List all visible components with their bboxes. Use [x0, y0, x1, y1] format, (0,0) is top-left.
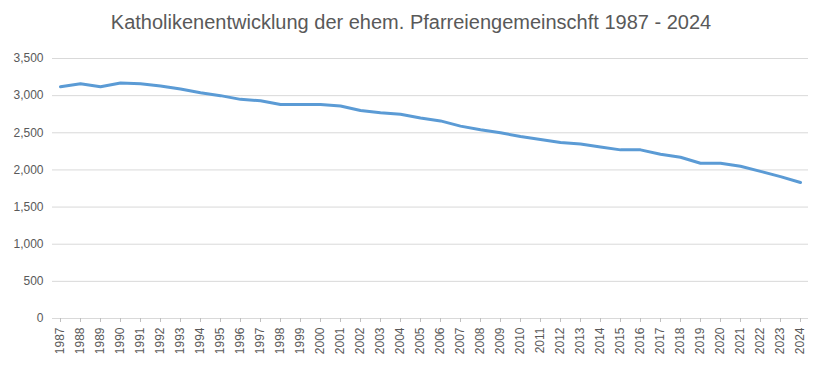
svg-text:2011: 2011	[533, 327, 547, 353]
svg-text:2000: 2000	[313, 327, 327, 354]
svg-text:2004: 2004	[393, 327, 407, 354]
svg-text:1992: 1992	[153, 327, 167, 354]
svg-text:2,000: 2,000	[13, 163, 43, 177]
svg-text:3,000: 3,000	[13, 88, 43, 102]
svg-text:1996: 1996	[233, 327, 247, 354]
svg-text:2010: 2010	[513, 327, 527, 354]
svg-text:2012: 2012	[553, 327, 567, 354]
svg-text:2005: 2005	[413, 327, 427, 354]
svg-text:2014: 2014	[593, 327, 607, 354]
svg-text:1993: 1993	[173, 327, 187, 354]
svg-text:2009: 2009	[493, 327, 507, 354]
svg-text:0: 0	[37, 311, 44, 325]
svg-text:500: 500	[23, 274, 43, 288]
svg-text:1990: 1990	[113, 327, 127, 354]
svg-text:2013: 2013	[573, 327, 587, 354]
svg-text:2023: 2023	[773, 327, 787, 354]
svg-text:2015: 2015	[613, 327, 627, 354]
svg-text:1998: 1998	[273, 327, 287, 354]
svg-text:2002: 2002	[353, 327, 367, 354]
svg-text:2022: 2022	[753, 327, 767, 354]
svg-text:1995: 1995	[213, 327, 227, 354]
html-text:Katholikenentwicklung der ehem: Katholikenentwicklung der ehem. Pfarreie…	[110, 11, 712, 33]
svg-text:1,000: 1,000	[13, 237, 43, 251]
svg-text:2,500: 2,500	[13, 126, 43, 140]
svg-text:1997: 1997	[253, 327, 267, 354]
svg-text:2024: 2024	[793, 327, 807, 354]
svg-text:1994: 1994	[193, 327, 207, 354]
svg-text:2006: 2006	[433, 327, 447, 354]
svg-text:3,500: 3,500	[13, 51, 43, 65]
svg-text:2003: 2003	[373, 327, 387, 354]
svg-text:1,500: 1,500	[13, 200, 43, 214]
svg-text:1989: 1989	[93, 327, 107, 354]
svg-text:2007: 2007	[453, 327, 467, 354]
svg-text:1999: 1999	[293, 327, 307, 354]
svg-text:2019: 2019	[693, 327, 707, 354]
svg-text:2008: 2008	[473, 327, 487, 354]
svg-text:2001: 2001	[333, 327, 347, 354]
svg-text:2021: 2021	[733, 327, 747, 354]
svg-text:2018: 2018	[673, 327, 687, 354]
svg-text:1991: 1991	[133, 327, 147, 354]
svg-text:2020: 2020	[713, 327, 727, 354]
svg-text:2016: 2016	[633, 327, 647, 354]
svg-text:2017: 2017	[653, 327, 667, 354]
svg-text:1987: 1987	[53, 327, 67, 354]
svg-text:1988: 1988	[73, 327, 87, 354]
